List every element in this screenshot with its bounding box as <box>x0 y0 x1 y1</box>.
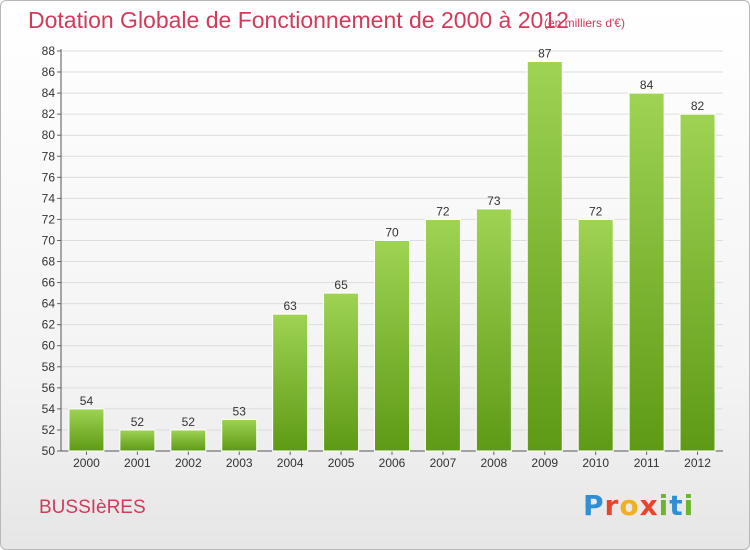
y-tick-label: 68 <box>42 255 56 269</box>
x-tick-label-2011: 2011 <box>634 456 660 470</box>
bar-2008 <box>475 208 512 452</box>
value-label-2006: 70 <box>385 225 399 239</box>
bar-2002 <box>170 429 207 452</box>
x-tick-label-2009: 2009 <box>531 456 558 470</box>
y-tick-label: 78 <box>42 149 56 163</box>
value-label-2009: 87 <box>538 47 552 61</box>
y-tick-label: 54 <box>42 402 56 416</box>
y-tick-label: 52 <box>42 423 56 437</box>
bars <box>68 61 716 452</box>
value-label-2011: 84 <box>640 78 654 92</box>
x-tick-label-2012: 2012 <box>684 456 711 470</box>
bar-2006 <box>374 239 410 452</box>
bar-2009 <box>526 61 563 452</box>
y-tick-label: 74 <box>42 191 56 205</box>
value-label-2005: 65 <box>334 278 348 292</box>
y-tick-label: 76 <box>42 170 56 184</box>
proxiti-logo: Proxiti <box>583 489 695 522</box>
x-tick-label-2004: 2004 <box>277 456 304 470</box>
x-tick-label-2000: 2000 <box>73 456 100 470</box>
value-label-2002: 52 <box>182 415 196 429</box>
x-tick-label-2005: 2005 <box>328 456 355 470</box>
bar-2012 <box>679 113 716 452</box>
value-label-2007: 72 <box>436 204 450 218</box>
y-tick-label: 66 <box>42 276 56 290</box>
value-label-2001: 52 <box>131 415 145 429</box>
bar-2003 <box>221 418 258 452</box>
x-tick-label-2006: 2006 <box>379 456 406 470</box>
x-tick-label-2002: 2002 <box>175 456 202 470</box>
y-tick-label: 82 <box>42 107 56 121</box>
y-tick-label: 70 <box>42 233 56 247</box>
bar-2000 <box>68 408 105 452</box>
x-tick-label-2001: 2001 <box>124 456 151 470</box>
commune-name: BUSSIèRES <box>39 497 146 518</box>
value-label-2012: 82 <box>691 99 705 113</box>
y-tick-label: 50 <box>42 444 56 458</box>
x-tick-label-2007: 2007 <box>430 456 457 470</box>
value-label-2004: 63 <box>283 299 297 313</box>
y-tick-label: 72 <box>42 212 56 226</box>
x-tick-label-2010: 2010 <box>582 456 609 470</box>
bar-2011 <box>628 92 665 452</box>
y-tick-label: 60 <box>42 339 56 353</box>
chart-title: Dotation Globale de Fonctionnement de 20… <box>28 7 569 33</box>
value-label-2000: 54 <box>80 394 94 408</box>
y-tick-label: 86 <box>42 65 56 79</box>
value-label-2008: 73 <box>487 194 501 208</box>
y-tick-label: 62 <box>42 318 56 332</box>
labels: 54 52 52 53 63 65 70 72 73 87 72 84 82 <box>80 47 705 429</box>
bar-2001 <box>119 429 156 452</box>
bar-2010 <box>577 218 614 452</box>
y-tick-label: 56 <box>42 381 56 395</box>
bar-2005 <box>323 292 360 452</box>
y-tick-label: 64 <box>42 297 56 311</box>
value-label-2010: 72 <box>589 204 603 218</box>
bar-2007 <box>424 218 461 452</box>
y-tick-label: 88 <box>42 44 56 58</box>
x-tick-label-2003: 2003 <box>226 456 253 470</box>
y-tick-label: 58 <box>42 360 56 374</box>
chart-subtitle: (en milliers d'€) <box>544 16 625 30</box>
bar-2004 <box>272 313 309 452</box>
y-tick-label: 80 <box>42 128 56 142</box>
x-tick-label-2008: 2008 <box>480 456 507 470</box>
value-label-2003: 53 <box>233 404 247 418</box>
y-tick-label: 84 <box>42 86 56 100</box>
